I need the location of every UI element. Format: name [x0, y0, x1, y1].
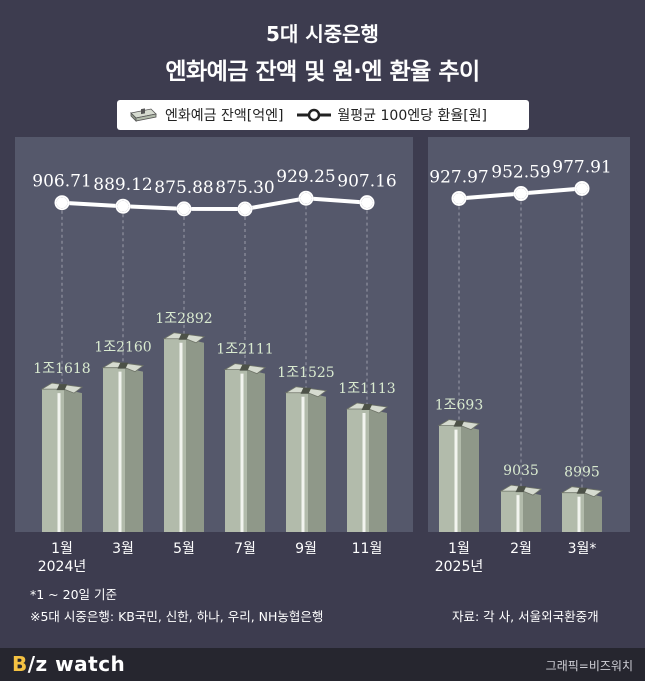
cash-stack-icon [129, 107, 157, 123]
bar-side [308, 392, 326, 532]
rate-value-label: 906.71 [32, 172, 91, 192]
bar-top-band [178, 333, 190, 340]
rate-point-ring [451, 190, 467, 206]
legend-item-rate: 월평균 100엔당 환율[원] [283, 105, 487, 125]
rate-point-ring [115, 198, 131, 214]
bar-value-label: 8995 [564, 465, 600, 481]
bar-front [42, 389, 64, 532]
rate-point-ring [513, 186, 529, 202]
chart-title-line1: 5대 시중은행 [266, 22, 379, 46]
rate-value-label: 927.97 [429, 167, 488, 187]
bar-top-band [576, 487, 588, 494]
bar-top-band [239, 364, 251, 371]
x-tick-label: 9월 [295, 541, 317, 557]
legend-item-deposit: 엔화예금 잔액[억엔] [117, 105, 283, 125]
x-tick-label: 7월 [234, 541, 256, 557]
rate-point-ring [176, 201, 192, 217]
bar-top-band [300, 387, 312, 394]
bar-top-band [361, 404, 373, 411]
legend: 엔화예금 잔액[억엔] 월평균 100엔당 환율[원] [117, 100, 529, 130]
note-date-basis: *1 ~ 20일 기준 [30, 587, 118, 602]
bar-front [225, 369, 247, 532]
bar-side [584, 492, 602, 532]
x-tick-label: 3월* [567, 541, 597, 557]
chart-title-line2: 엔화예금 잔액 및 원·엔 환율 추이 [165, 59, 480, 85]
bar-side [247, 369, 265, 532]
bar-front [103, 367, 125, 532]
bar-front [347, 409, 369, 532]
bar-value-label: 1조1113 [338, 381, 395, 397]
source-note: 자료: 각 사, 서울외국환중개 [452, 609, 599, 624]
x-tick-label: 5월 [173, 541, 195, 557]
rate-value-label: 929.25 [276, 167, 335, 187]
bar-top-band [117, 362, 129, 369]
rate-point-ring [237, 201, 253, 217]
bar-value-label: 1조1525 [277, 365, 334, 381]
bar-value-label: 1조1618 [33, 361, 90, 377]
x-tick-label: 2월 [510, 541, 532, 557]
bar-value-label: 1조693 [435, 398, 484, 414]
x-tick-label: 1월 [51, 541, 73, 557]
bar-front [439, 425, 461, 532]
x-tick-label: 11월 [351, 541, 383, 557]
rate-point-ring [359, 195, 375, 211]
bar-side [369, 409, 387, 532]
bar-top-band [453, 420, 465, 427]
rate-value-label: 889.12 [93, 175, 152, 195]
bar-front [164, 338, 186, 532]
bar-value-label: 1조2111 [216, 342, 273, 358]
bar-side [125, 367, 143, 532]
bar-front [286, 392, 308, 532]
x-year-label-2025: 2025년 [434, 559, 484, 575]
note-banks: ※5대 시중은행: KB국민, 신한, 하나, 우리, NH농협은행 [30, 609, 324, 624]
x-tick-label: 3월 [112, 541, 134, 557]
rate-point-ring [574, 180, 590, 196]
bar-value-label: 1조2892 [155, 311, 212, 327]
rate-point-ring [54, 195, 70, 211]
x-year-label-2024: 2024년 [37, 559, 87, 575]
bar-side [461, 425, 479, 532]
bizwatch-logo: B/z watch [12, 652, 126, 676]
graphic-credit: 그래픽=비즈워치 [545, 659, 633, 673]
bar-front [562, 492, 584, 532]
bar-side [186, 338, 204, 532]
rate-line-0 [61, 196, 368, 212]
bar-side [523, 491, 541, 532]
line-marker-icon [297, 108, 332, 122]
rate-value-label: 977.91 [552, 157, 611, 177]
legend-label-deposit: 엔화예금 잔액[억엔] [165, 108, 284, 124]
bar-value-label: 1조2160 [94, 340, 151, 356]
bar-top-band [515, 486, 527, 493]
x-tick-label: 1월 [448, 541, 470, 557]
footer-bar [0, 648, 645, 681]
bar-value-label: 9035 [503, 463, 539, 479]
rate-value-label: 875.88 [154, 178, 213, 198]
legend-label-rate: 월평균 100엔당 환율[원] [337, 108, 488, 124]
bar-front [501, 491, 523, 532]
bar-side [64, 389, 82, 532]
rate-value-label: 907.16 [337, 172, 396, 192]
rate-value-label: 875.30 [215, 178, 274, 198]
rate-value-label: 952.59 [491, 163, 550, 183]
bar-top-band [56, 384, 68, 391]
rate-point-ring [298, 190, 314, 206]
